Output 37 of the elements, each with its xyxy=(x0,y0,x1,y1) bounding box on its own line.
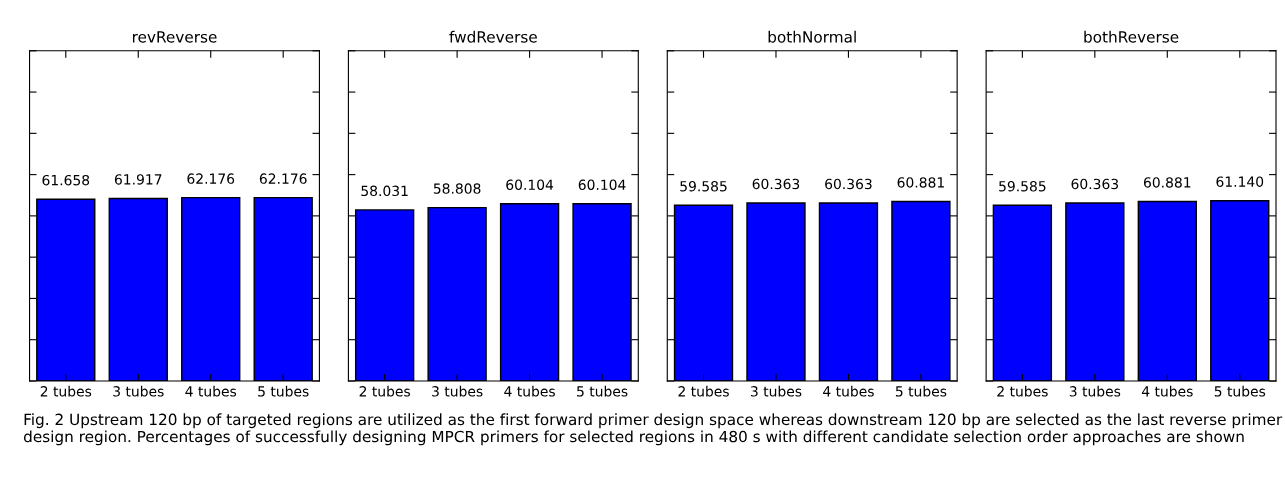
chart-title: bothReverse xyxy=(1084,30,1179,43)
data-label: 61.917 xyxy=(114,174,162,185)
data-label: 60.363 xyxy=(752,178,800,190)
x-tick-label: 3 tubes xyxy=(750,385,802,397)
x-tick-label: 4 tubes xyxy=(504,385,555,397)
data-label: 61.140 xyxy=(1216,176,1264,187)
x-tick-label: 5 tubes xyxy=(1214,385,1266,397)
data-label: 60.363 xyxy=(825,178,872,190)
data-label: 60.881 xyxy=(897,177,944,188)
x-tick-label: 3 tubes xyxy=(113,385,164,397)
x-tick-label: 5 tubes xyxy=(895,385,947,397)
x-tick-label: 2 tubes xyxy=(678,385,729,397)
data-label: 60.104 xyxy=(506,179,554,190)
x-tick-label: 4 tubes xyxy=(823,385,874,397)
data-label: 59.585 xyxy=(680,181,727,192)
chart-title: bothNormal xyxy=(768,30,856,43)
chart-title: fwdReverse xyxy=(449,30,537,43)
data-label: 58.808 xyxy=(433,183,481,194)
data-label: 60.104 xyxy=(578,179,626,190)
x-tick-label: 5 tubes xyxy=(577,385,628,397)
data-label: 59.585 xyxy=(999,181,1046,192)
data-label: 62.176 xyxy=(187,173,235,184)
x-tick-label: 2 tubes xyxy=(997,385,1048,397)
x-tick-label: 4 tubes xyxy=(1141,385,1193,397)
data-label: 60.363 xyxy=(1071,178,1119,190)
caption: Fig. 2 Upstream 120 bp of targeted regions are utilized as the first forward primer design space whereas downstream 120 bp are selected as the last reverse primer design region. Percentages of successfully designing MPCR primers for selected regions in 480 s with different candidate selection order approaches are shown xyxy=(23,413,1283,446)
x-tick-label: 3 tubes xyxy=(1069,385,1121,397)
x-tick-label: 2 tubes xyxy=(359,385,411,397)
x-tick-label: 2 tubes xyxy=(40,385,92,397)
x-tick-label: 5 tubes xyxy=(258,385,309,397)
data-label: 58.031 xyxy=(361,185,408,197)
data-label: 61.658 xyxy=(42,174,90,186)
data-label: 60.881 xyxy=(1143,177,1191,188)
chart-title: revReverse xyxy=(132,31,217,43)
data-label: 62.176 xyxy=(259,173,307,184)
x-tick-label: 3 tubes xyxy=(432,385,483,397)
x-tick-label: 4 tubes xyxy=(185,385,237,397)
